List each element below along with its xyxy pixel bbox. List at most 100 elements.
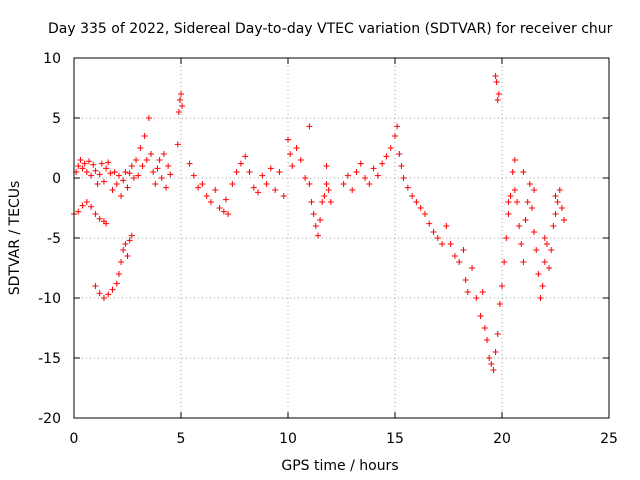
data-point <box>516 223 523 229</box>
data-point <box>107 170 114 177</box>
data-point <box>94 181 101 187</box>
data-point <box>139 163 146 169</box>
data-point <box>118 193 125 199</box>
data-point <box>85 158 92 165</box>
data-point <box>267 165 274 172</box>
data-point <box>526 181 533 187</box>
data-point <box>118 259 125 265</box>
data-point <box>486 355 493 361</box>
data-point <box>126 170 133 177</box>
data-point <box>167 171 174 178</box>
data-point <box>434 235 441 241</box>
data-point <box>317 217 324 223</box>
data-point <box>556 187 563 193</box>
data-point <box>179 103 186 109</box>
data-point <box>505 211 512 217</box>
data-point <box>496 301 503 307</box>
data-point <box>561 217 568 223</box>
data-point <box>541 235 548 241</box>
x-tick-label: 0 <box>70 431 79 447</box>
data-point <box>462 277 469 283</box>
x-tick-label: 10 <box>279 431 297 447</box>
data-point <box>276 169 283 175</box>
data-point <box>79 202 86 209</box>
data-point <box>513 199 520 205</box>
data-point <box>520 259 527 265</box>
data-point <box>100 178 107 185</box>
data-point <box>394 123 401 130</box>
data-point <box>92 211 99 217</box>
data-point <box>143 157 150 163</box>
data-point <box>111 169 118 175</box>
data-point <box>176 97 183 103</box>
y-tick-label: 10 <box>43 51 61 67</box>
data-point <box>175 109 182 115</box>
data-point <box>272 187 279 193</box>
data-point <box>546 265 553 271</box>
data-point <box>246 169 253 175</box>
data-point <box>552 211 559 217</box>
data-point <box>280 193 287 199</box>
data-point <box>520 169 527 175</box>
data-point <box>225 211 232 217</box>
data-point <box>366 181 373 187</box>
data-point <box>451 253 458 259</box>
data-point <box>212 187 219 193</box>
data-point <box>81 160 88 167</box>
data-point <box>511 157 518 163</box>
data-point <box>460 247 467 253</box>
data-point <box>103 220 110 227</box>
data-point <box>379 160 386 167</box>
data-point <box>308 199 315 205</box>
data-point <box>92 283 99 289</box>
data-point <box>75 163 82 169</box>
data-point <box>96 290 103 297</box>
data-point <box>98 160 105 167</box>
data-point <box>492 349 499 355</box>
data-point <box>229 181 236 187</box>
data-point <box>263 181 270 187</box>
data-point <box>154 165 161 172</box>
x-tick-label: 20 <box>493 431 511 447</box>
data-point <box>505 199 512 205</box>
data-point <box>327 199 334 205</box>
data-point <box>165 163 172 169</box>
data-point <box>541 259 548 265</box>
data-point <box>109 187 116 193</box>
data-point <box>528 205 535 211</box>
data-point <box>353 169 360 175</box>
data-point <box>392 133 398 139</box>
data-point <box>113 280 120 287</box>
data-point <box>190 172 197 179</box>
data-point <box>447 241 454 247</box>
data-point <box>122 241 129 247</box>
data-point <box>511 187 518 193</box>
data-point <box>152 181 159 187</box>
data-point <box>75 208 82 215</box>
y-tick-label: 5 <box>52 111 61 127</box>
data-point <box>255 189 262 196</box>
data-point <box>135 172 142 179</box>
data-point <box>494 97 501 103</box>
data-point <box>297 157 304 163</box>
data-point <box>323 163 330 169</box>
data-point <box>293 145 300 151</box>
x-tick-label: 25 <box>600 431 618 447</box>
x-tick-labels: 0 5 10 15 20 25 <box>70 431 618 447</box>
data-point <box>77 157 84 163</box>
data-point <box>413 199 420 205</box>
data-point <box>396 151 403 157</box>
data-point <box>503 235 510 241</box>
data-point <box>128 232 135 239</box>
data-point <box>494 331 501 337</box>
data-point <box>535 271 542 277</box>
data-point <box>178 91 184 97</box>
data-point <box>319 199 326 205</box>
data-point <box>537 295 544 301</box>
x-tick-label: 5 <box>177 431 186 447</box>
data-point <box>115 271 122 277</box>
data-point <box>124 253 131 259</box>
data-point <box>216 205 223 211</box>
x-axis-label: GPS time / hours <box>281 458 398 474</box>
